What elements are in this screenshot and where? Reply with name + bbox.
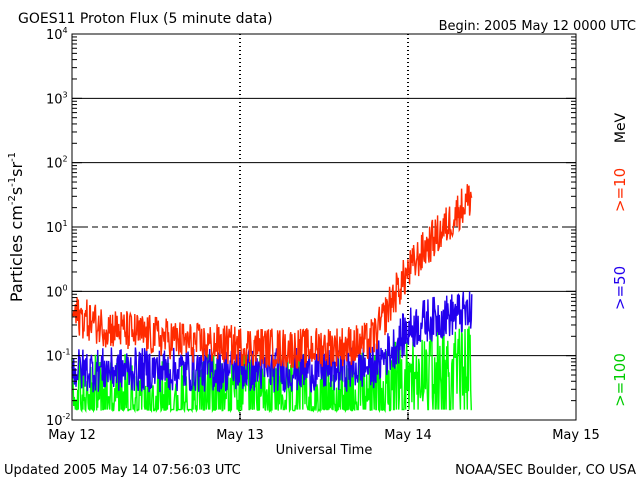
- y-tick-mantissa: 10: [46, 350, 63, 365]
- y-tick-exponent: 2: [63, 155, 68, 164]
- y-tick-label: 104: [46, 26, 68, 43]
- y-tick-mantissa: 10: [46, 285, 63, 300]
- y-tick-mantissa: 10: [46, 92, 63, 107]
- y-tick-exponent: 3: [63, 90, 68, 99]
- x-tick-label: May 15: [552, 428, 600, 443]
- chart-title: GOES11 Proton Flux (5 minute data): [18, 11, 273, 27]
- updated-timestamp: Updated 2005 May 14 07:56:03 UTC: [4, 463, 241, 478]
- y-tick-label: 100: [46, 283, 68, 300]
- series-line-50mev: [71, 291, 473, 393]
- y-label-sr: sr: [7, 162, 26, 177]
- y-label-s: s: [7, 187, 26, 195]
- credit-label: NOAA/SEC Boulder, CO USA: [455, 463, 636, 478]
- begin-label: Begin: 2005 May 12 0000 UTC: [439, 19, 636, 34]
- y-tick-exponent: -1: [63, 348, 71, 357]
- y-label-exp3: -1: [7, 152, 18, 162]
- x-tick-label: May 12: [48, 428, 96, 443]
- y-tick-exponent: 0: [63, 283, 68, 292]
- y-tick-mantissa: 10: [46, 157, 63, 172]
- y-label-exp2: -1: [7, 177, 18, 187]
- legend-entry-100mev: >=100: [611, 353, 629, 407]
- x-tick-label: May 13: [216, 428, 264, 443]
- y-tick-mantissa: 10: [46, 414, 63, 429]
- data-traces: [71, 184, 473, 414]
- y-tick-mantissa: 10: [46, 221, 63, 236]
- legend-entry-50mev: >=50: [611, 266, 629, 310]
- grid-lines: [72, 34, 576, 420]
- x-axis-ticks: May 12 May 13 May 14 May 15: [48, 412, 600, 443]
- legend-entry-10mev: >=10: [611, 168, 629, 212]
- y-tick-exponent: -2: [63, 412, 71, 421]
- y-axis-label: Particles cm-2s-1sr-1: [7, 152, 26, 302]
- x-axis-label: Universal Time: [276, 443, 373, 458]
- y-label-base: Particles cm: [7, 205, 26, 302]
- series-line-100mev: [71, 326, 472, 414]
- y-tick-label: 102: [46, 155, 68, 172]
- legend-unit: MeV: [613, 112, 629, 143]
- y-tick-label: 10-1: [46, 348, 71, 365]
- series-line-10mev: [71, 184, 473, 369]
- y-tick-exponent: 1: [63, 219, 68, 228]
- plot-frame: [71, 33, 577, 421]
- x-tick-label: May 14: [384, 428, 432, 443]
- y-label-exp1: -2: [7, 195, 18, 205]
- y-tick-exponent: 4: [63, 26, 68, 35]
- y-tick-mantissa: 10: [46, 28, 63, 43]
- y-tick-label: 103: [46, 90, 68, 107]
- y-tick-label: 101: [46, 219, 68, 236]
- y-tick-label: 10-2: [46, 412, 71, 429]
